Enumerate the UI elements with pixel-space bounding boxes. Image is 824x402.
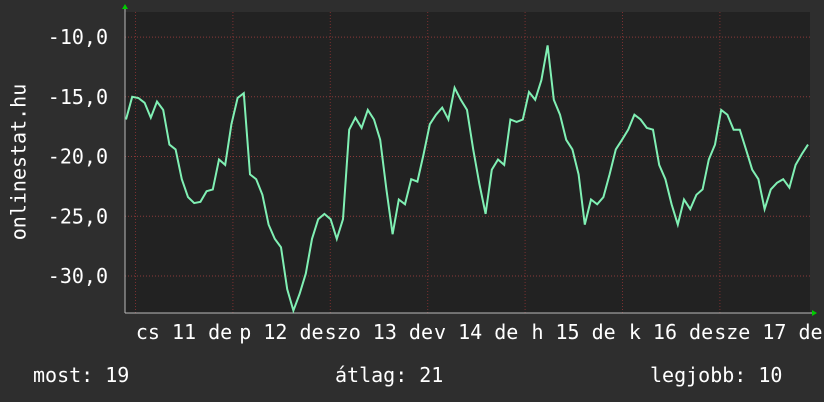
footer-label: most: [33, 363, 93, 387]
y-tick-label: -30,0 [48, 264, 108, 288]
plot-area [125, 12, 810, 313]
y-axis-arrow [122, 4, 128, 9]
x-axis-arrow [812, 310, 817, 316]
y-tick-label: -15,0 [48, 85, 108, 109]
line [125, 45, 809, 314]
x-tick-label: cs 11 de [136, 320, 232, 344]
footer-value: 10 [758, 363, 782, 387]
x-tick-label: p 12 de [239, 320, 323, 344]
y-tick-label: -25,0 [48, 204, 108, 228]
x-tick-label: h 15 de [531, 320, 615, 344]
x-tick-label: szo 13 de [325, 320, 433, 344]
footer-value: 21 [419, 363, 443, 387]
y-axis-label: onlinestat.hu [7, 84, 31, 241]
footer-value: 19 [105, 363, 129, 387]
footer-label: átlag: [335, 363, 407, 387]
footer-label: legjobb: [650, 363, 746, 387]
x-tick-label: v 14 de [434, 320, 518, 344]
y-tick-label: -10,0 [48, 25, 108, 49]
x-tick-label: k 16 de [629, 320, 713, 344]
y-tick-label: -20,0 [48, 145, 108, 169]
x-tick-label: sze 17 de [714, 320, 822, 344]
